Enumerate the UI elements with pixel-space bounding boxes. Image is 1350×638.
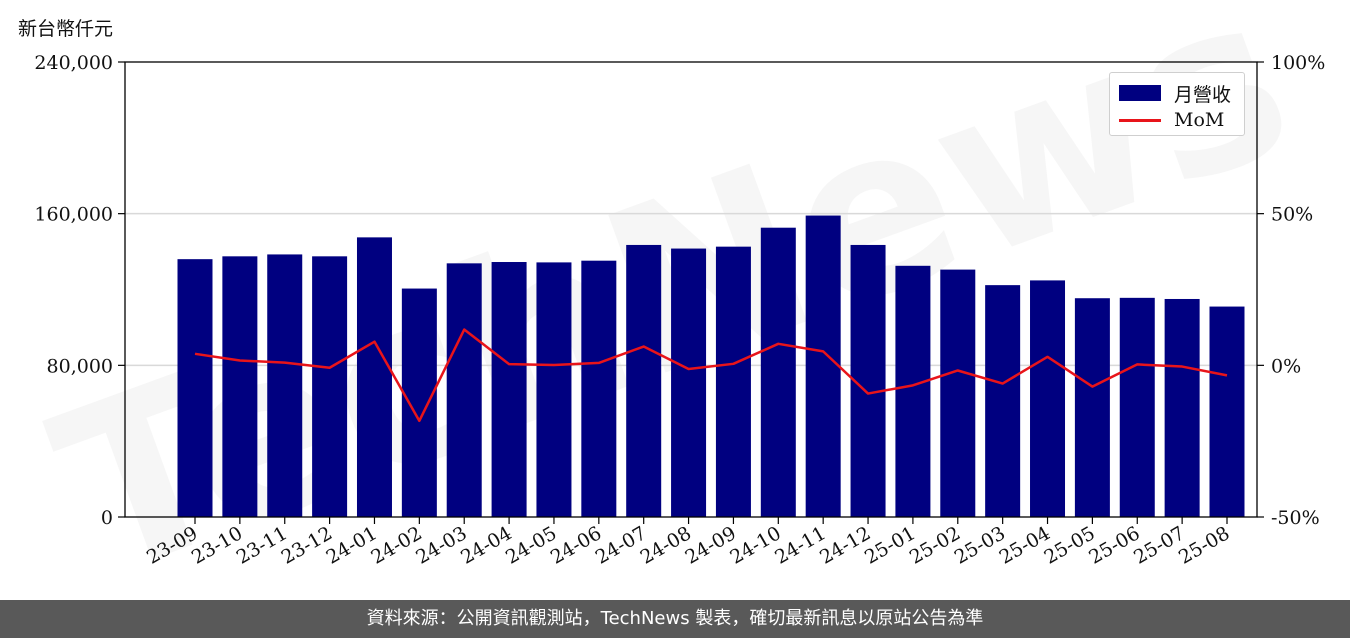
revenue-bar	[267, 254, 303, 518]
left-axis-tick-label: 160,000	[34, 204, 113, 226]
x-axis-tick-label: 25-01	[861, 522, 919, 568]
x-axis-tick-label: 24-08	[637, 522, 695, 568]
x-axis-tick-label: 24-12	[816, 522, 874, 568]
revenue-bar	[805, 215, 841, 517]
left-axis-tick-label: 0	[101, 507, 113, 529]
y-axis-unit-label: 新台幣仟元	[18, 18, 114, 40]
revenue-bar	[671, 248, 707, 518]
source-footer: 資料來源：公開資訊觀測站，TechNews 製表，確切最新訊息以原站公告為準	[0, 600, 1350, 638]
revenue-bar	[760, 227, 796, 517]
right-axis-tick-label: 50%	[1271, 204, 1313, 226]
legend-label-revenue: 月營收	[1174, 84, 1232, 106]
revenue-bar	[356, 237, 392, 518]
x-axis-tick-label: 24-11	[771, 522, 829, 568]
x-axis-tick-label: 25-07	[1130, 522, 1188, 568]
revenue-bar	[222, 256, 258, 517]
revenue-bar	[312, 256, 348, 517]
revenue-bar	[626, 244, 662, 517]
x-axis-tick-label: 25-04	[996, 522, 1054, 568]
revenue-bar	[1119, 297, 1155, 517]
revenue-bar	[536, 262, 572, 517]
revenue-bar	[985, 285, 1021, 517]
legend: 月營收 MoM	[1109, 72, 1245, 136]
x-axis-tick-label: 24-04	[457, 522, 515, 568]
legend-item-revenue: 月營收	[1110, 77, 1244, 106]
x-axis-tick-label: 24-10	[726, 522, 784, 568]
x-axis-tick-label: 25-03	[951, 522, 1009, 568]
right-axis-tick-label: 100%	[1271, 52, 1325, 74]
left-axis-tick-label: 80,000	[47, 355, 113, 377]
revenue-bar	[177, 259, 213, 517]
x-axis-tick-label: 24-07	[592, 522, 650, 568]
mom-line	[194, 328, 1228, 423]
revenue-bar	[446, 263, 482, 517]
x-axis-tick-label: 24-09	[681, 522, 739, 568]
plot-area-frame	[124, 61, 1258, 518]
legend-label-mom: MoM	[1174, 109, 1225, 131]
right-axis-tick-label: -50%	[1271, 507, 1320, 529]
x-axis-tick-label: 24-03	[412, 522, 470, 568]
revenue-bar	[1209, 306, 1245, 517]
revenue-bar	[895, 265, 931, 517]
revenue-bar	[715, 246, 751, 517]
x-axis-tick-label: 25-08	[1175, 522, 1233, 568]
x-axis-tick-label: 24-06	[547, 522, 605, 568]
revenue-bar	[1074, 298, 1110, 517]
chart: TechNews 0-50%80,0000%160,00050%240,0001…	[34, 52, 1326, 569]
x-axis-tick-label: 25-02	[906, 522, 964, 568]
legend-line-swatch	[1119, 119, 1161, 122]
revenue-bar	[401, 288, 437, 517]
left-axis-tick-label: 240,000	[34, 52, 113, 74]
revenue-bar	[1030, 280, 1066, 517]
x-axis-tick-label: 25-06	[1085, 522, 1143, 568]
legend-bar-swatch	[1119, 85, 1161, 101]
revenue-bar	[491, 262, 527, 517]
x-axis-tick-label: 25-05	[1040, 522, 1098, 568]
revenue-bar	[1164, 298, 1200, 517]
revenue-bar	[940, 269, 976, 517]
revenue-bar	[581, 260, 617, 517]
x-axis-tick-label: 24-05	[502, 522, 560, 568]
legend-item-mom: MoM	[1110, 106, 1244, 134]
right-axis-tick-label: 0%	[1271, 355, 1301, 377]
